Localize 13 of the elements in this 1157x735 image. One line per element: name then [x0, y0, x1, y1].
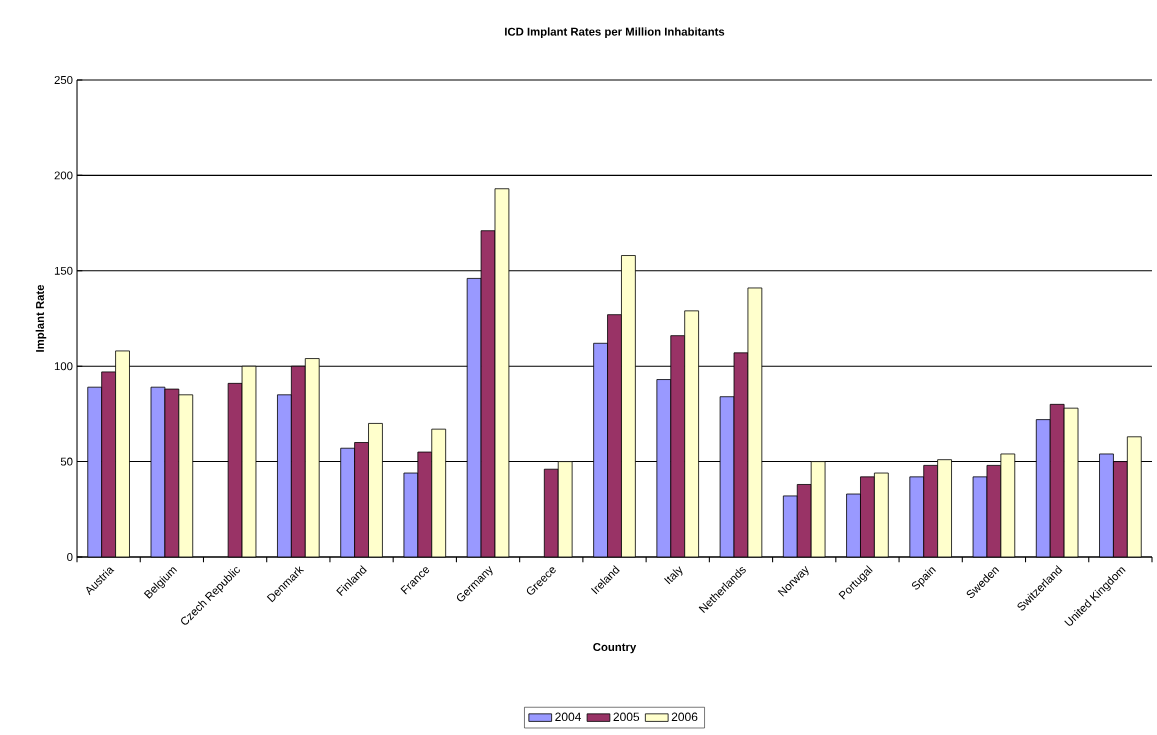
chart-title: ICD Implant Rates per Million Inhabitants	[505, 27, 725, 38]
y-tick-label: 150	[54, 266, 73, 275]
x-axis-title: Country	[593, 643, 637, 654]
legend-label: 2005	[613, 712, 640, 722]
y-axis-title: Implant Rate	[35, 284, 47, 352]
y-tick-label: 50	[60, 457, 73, 466]
legend-label: 2006	[671, 712, 698, 722]
y-tick-label: 0	[67, 552, 73, 561]
y-tick-label: 100	[54, 362, 73, 371]
y-tick-label: 250	[54, 75, 73, 84]
y-tick-label: 200	[54, 171, 73, 180]
x-tick-label: Italy	[664, 566, 683, 585]
legend-label: 2004	[555, 712, 582, 722]
